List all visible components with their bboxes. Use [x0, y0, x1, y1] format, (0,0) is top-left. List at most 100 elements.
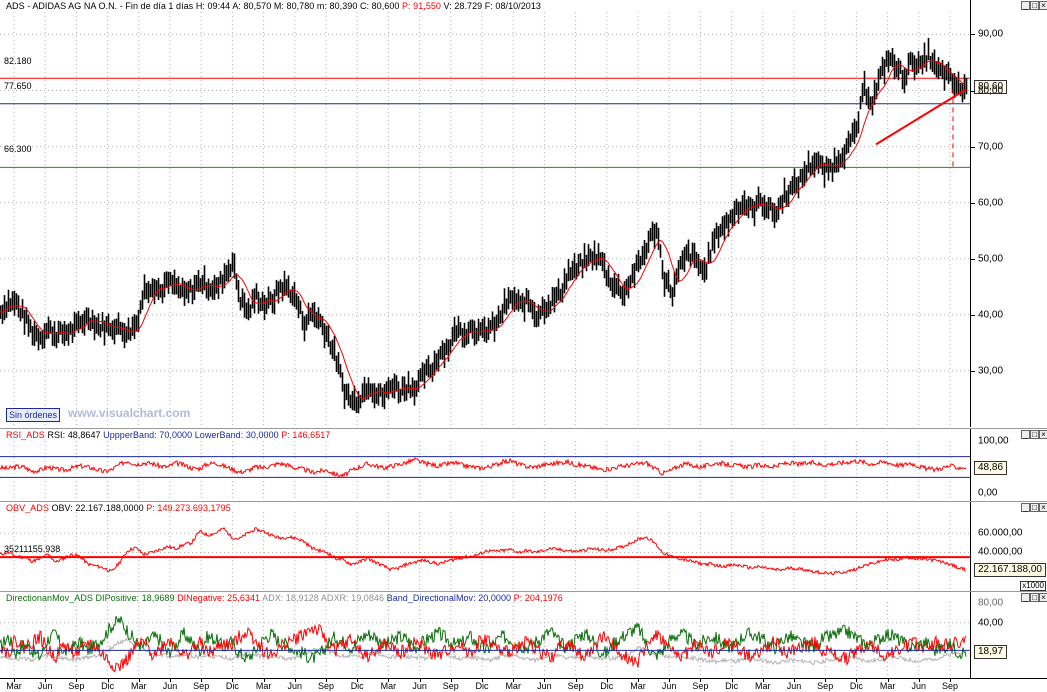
low-value: m: 80,390	[316, 1, 358, 11]
tick-mark	[918, 679, 920, 682]
obv-legend-p: P: 149.273.693,1795	[146, 503, 231, 513]
tick-mark	[450, 679, 452, 682]
rsi-legend-upper: UppperBand: 70,0000	[103, 430, 193, 440]
price-plot-area[interactable]: ADS - ADIDAS AG NA O.N. - Fin de día 1 d…	[0, 0, 970, 427]
dmi-y-tick: 40,00	[978, 617, 1004, 629]
tick-mark	[138, 679, 140, 682]
dmi-last-value: 18,97	[974, 644, 1008, 659]
tick-mark	[263, 679, 265, 682]
rsi-legend-p: P: 146,6517	[281, 430, 331, 440]
price-y-tick: 60,00	[978, 197, 1004, 209]
rsi-minimize-icon[interactable]: _	[1021, 430, 1030, 439]
obv-y-axis: _ □ × 22.167.188,00 x1000 40.000,00 60.00…	[970, 502, 1047, 591]
month-label: Sep	[692, 681, 709, 691]
dmi-legend-adx: ADX: 18,9128	[262, 593, 319, 603]
tick-mark	[232, 679, 234, 682]
obv-legend-obv: OBV: 22.167.188,0000	[51, 503, 144, 513]
tick-mark	[107, 679, 109, 682]
tick-mark	[76, 679, 78, 682]
price-y-tick: 90,00	[978, 28, 1004, 40]
dmi-maximize-icon[interactable]: □	[1030, 593, 1039, 602]
resistance-label: 82.180	[4, 56, 32, 66]
obv-close-icon[interactable]: ×	[1039, 503, 1047, 512]
tick-mark	[971, 34, 975, 36]
time-axis: Mar Jun Sep Dic Mar Jun Sep Dic Mar Jun Sep Dic Mar J…	[0, 678, 1047, 692]
price-last-value: 80,60	[974, 80, 1008, 95]
dmi-plot-area[interactable]: DirectionanMov_ADS DIPositive: 18,9689 D…	[0, 592, 970, 678]
tick-mark	[825, 679, 827, 682]
minimize-icon[interactable]: _	[1021, 1, 1030, 10]
maximize-icon[interactable]: □	[1030, 1, 1039, 10]
close-icon[interactable]: ×	[1039, 1, 1047, 10]
moving-average-line	[0, 60, 967, 400]
obv-chart[interactable]	[0, 502, 970, 591]
rsi-y-tick: 100,00	[978, 435, 1009, 447]
dmi-panel[interactable]: DirectionanMov_ADS DIPositive: 18,9689 D…	[0, 591, 1047, 678]
price-y-tick: 30,00	[978, 365, 1004, 377]
dmi-legend-adxr: ADXR: 19,0846	[320, 593, 385, 603]
rsi-plot-area[interactable]: RSI_ADS RSI: 48,8647 UppperBand: 70,0000…	[0, 429, 970, 501]
month-label: Mar	[380, 681, 397, 691]
rsi-chart[interactable]	[0, 429, 970, 501]
tick-mark	[887, 679, 889, 682]
hour-value: H: 09:44	[195, 1, 231, 11]
dmi-minimize-icon[interactable]: _	[1021, 593, 1030, 602]
rsi-y-tick: 0,00	[978, 487, 998, 499]
tick-mark	[45, 679, 47, 682]
tick-mark	[638, 679, 639, 682]
tick-mark	[950, 679, 951, 682]
price-y-tick: 50,00	[978, 253, 1004, 265]
tick-mark	[794, 679, 795, 682]
rsi-legend-lower: LowerBand: 30,0000	[194, 430, 279, 440]
watermark: www.visualchart.com	[68, 406, 191, 420]
rsi-panel[interactable]: RSI_ADS RSI: 48,8647 UppperBand: 70,0000…	[0, 428, 1047, 501]
dmi-top-tick: 80,00	[978, 597, 1004, 609]
tick-mark	[544, 679, 546, 682]
orders-badge[interactable]: Sin órdenes	[6, 408, 61, 422]
rsi-maximize-icon[interactable]: □	[1030, 430, 1039, 439]
obv-y-tick: 40.000,00	[978, 546, 1023, 558]
obv-minimize-icon[interactable]: _	[1021, 503, 1030, 512]
rsi-header: RSI_ADS RSI: 48,8647 UppperBand: 70,0000…	[6, 430, 330, 440]
month-label: Mar	[131, 681, 147, 691]
month-label: Jun	[911, 681, 927, 691]
month-label: Jun	[537, 681, 552, 691]
obv-unit-label: x1000	[1020, 581, 1046, 591]
close-value: C: 80,600	[359, 1, 400, 11]
support-blue-label: 77.650	[4, 81, 32, 91]
rsi-y-axis: _ □ × 48,86 0,00 100,00	[970, 429, 1047, 501]
tick-mark	[513, 679, 515, 682]
tick-mark	[700, 679, 702, 682]
trendline	[875, 88, 967, 146]
obv-maximize-icon[interactable]: □	[1030, 503, 1039, 512]
tick-mark	[357, 679, 359, 682]
tick-mark	[326, 679, 327, 682]
obv-panel[interactable]: OBV_ADS OBV: 22.167.188,0000 P: 149.273.…	[0, 501, 1047, 591]
obv-line	[0, 526, 967, 576]
rsi-close-icon[interactable]: ×	[1039, 430, 1047, 439]
obv-reference-label: 35211155.938	[4, 544, 61, 554]
tick-mark	[971, 146, 975, 148]
price-panel[interactable]: ADS - ADIDAS AG NA O.N. - Fin de día 1 d…	[0, 0, 1047, 427]
dmi-close-icon[interactable]: ×	[1039, 593, 1047, 602]
tick-mark	[971, 202, 975, 204]
price-chart[interactable]	[0, 0, 970, 427]
support-green-label: 66.300	[4, 144, 32, 154]
obv-plot-area[interactable]: OBV_ADS OBV: 22.167.188,0000 P: 149.273.…	[0, 502, 970, 591]
tick-mark	[731, 679, 733, 682]
month-label: Mar	[630, 681, 646, 691]
p-value: P: 91,550	[402, 1, 441, 11]
month-label: Dic	[225, 681, 239, 691]
tick-mark	[482, 679, 483, 682]
month-label: Dic	[725, 681, 739, 691]
tick-mark	[170, 679, 171, 682]
month-label: Dic	[600, 681, 614, 691]
tick-mark	[14, 679, 15, 682]
obv-y-tick: 60.000,00	[978, 527, 1023, 539]
tick-mark	[575, 679, 577, 682]
dmi-chart[interactable]	[0, 592, 970, 678]
instrument-name: ADIDAS AG NA O.N.	[32, 1, 118, 11]
obv-title: OBV_ADS	[6, 503, 49, 513]
tick-mark	[971, 258, 975, 260]
month-label: Dic	[475, 681, 489, 691]
